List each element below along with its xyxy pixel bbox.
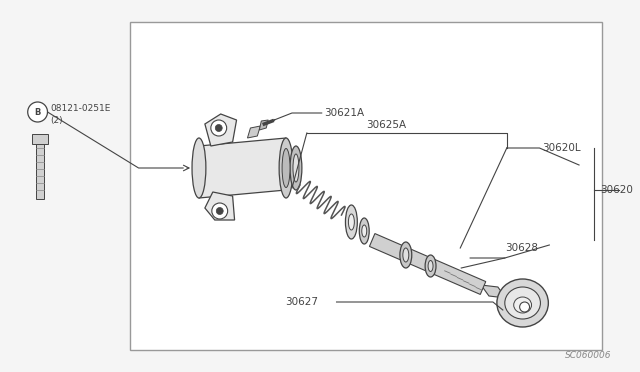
Ellipse shape: [428, 260, 433, 272]
Polygon shape: [199, 138, 286, 198]
Ellipse shape: [293, 154, 299, 182]
Bar: [130, 22, 602, 350]
Text: SC060006: SC060006: [565, 352, 612, 360]
Circle shape: [211, 120, 227, 136]
Ellipse shape: [514, 297, 532, 313]
Polygon shape: [205, 114, 237, 146]
Ellipse shape: [497, 279, 548, 327]
Ellipse shape: [279, 138, 293, 198]
Ellipse shape: [192, 138, 206, 198]
Text: 30621A: 30621A: [324, 108, 364, 118]
Ellipse shape: [403, 248, 409, 262]
Text: 30620L: 30620L: [543, 143, 581, 153]
Circle shape: [215, 125, 222, 131]
Circle shape: [212, 203, 228, 219]
Circle shape: [520, 302, 529, 312]
Text: 30620: 30620: [600, 185, 633, 195]
Text: B: B: [35, 108, 41, 116]
Text: 30625A: 30625A: [366, 120, 406, 130]
Ellipse shape: [505, 287, 540, 319]
Polygon shape: [481, 285, 506, 298]
Polygon shape: [248, 126, 260, 138]
Text: (2): (2): [51, 115, 63, 125]
Bar: [31, 134, 47, 144]
Polygon shape: [259, 120, 268, 130]
Ellipse shape: [400, 242, 412, 268]
Text: 08121-0251E: 08121-0251E: [51, 103, 111, 112]
Ellipse shape: [282, 148, 290, 187]
Ellipse shape: [362, 225, 367, 237]
Text: 30627: 30627: [285, 297, 318, 307]
Bar: [36, 144, 44, 199]
Polygon shape: [369, 234, 486, 294]
Circle shape: [28, 102, 47, 122]
Ellipse shape: [290, 146, 302, 190]
Ellipse shape: [348, 214, 355, 230]
Ellipse shape: [425, 255, 436, 277]
Text: 30628: 30628: [505, 243, 538, 253]
Ellipse shape: [359, 218, 369, 244]
Circle shape: [216, 208, 223, 215]
Ellipse shape: [346, 205, 357, 239]
Polygon shape: [205, 192, 235, 220]
